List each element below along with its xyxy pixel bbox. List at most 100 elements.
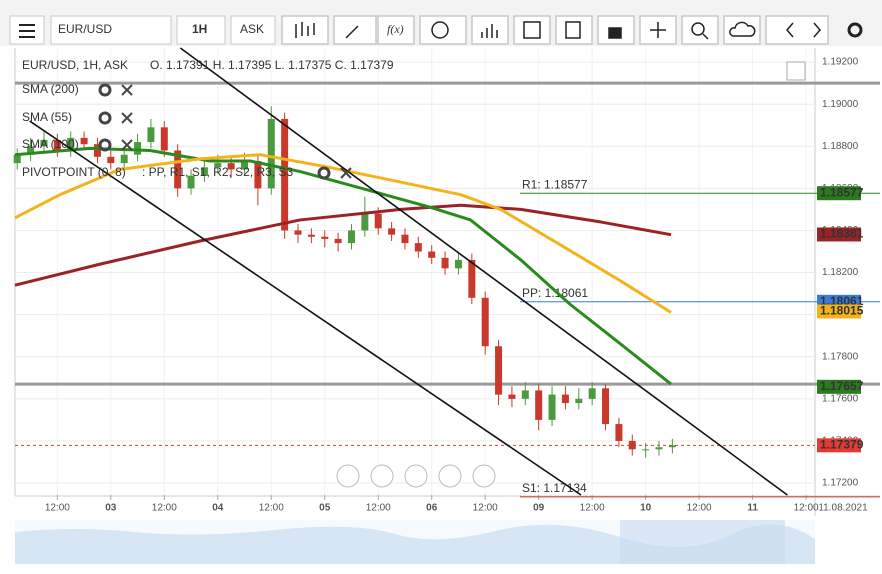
candle-body — [53, 139, 61, 151]
x-tick-label: 12:00 — [152, 503, 177, 514]
candle-body — [334, 238, 342, 244]
ohlc-readout: O. 1.17391 H. 1.17395 L. 1.17375 C. 1.17… — [150, 58, 394, 72]
fx-button-label: f(x) — [387, 22, 404, 36]
candle-body — [588, 388, 596, 399]
candle-body — [548, 394, 556, 420]
legend-close[interactable] — [121, 112, 133, 124]
price-tag-label: 1.18577 — [820, 185, 864, 199]
candle-body — [655, 447, 663, 450]
pivot-level-label: R1: 1.18577 — [522, 177, 588, 191]
legend-close — [340, 167, 352, 179]
menu-button[interactable] — [9, 15, 45, 45]
candle-body — [134, 142, 142, 155]
price-tag-label: 1.17657 — [820, 379, 864, 393]
candle-body — [388, 228, 396, 235]
date-label: 11.08.2021 — [818, 503, 868, 514]
x-tick-label: 03 — [105, 503, 117, 514]
nav-buttons[interactable] — [336, 464, 496, 488]
pivot-level-label: S1: 1.17134 — [522, 481, 587, 495]
side-button[interactable] — [230, 15, 276, 45]
price-tag — [817, 379, 861, 394]
candle-body — [147, 127, 155, 143]
sma-line — [14, 203, 672, 287]
x-tick-label: 11 — [747, 503, 758, 514]
price-tag — [817, 438, 861, 453]
y-tick-label: 1.18200 — [822, 267, 859, 278]
legend-settings — [317, 166, 331, 180]
legend-entry: : PP, R1, S1, R2, S2, R3, S3 — [142, 165, 294, 179]
candle-body — [241, 161, 249, 170]
y-tick-label: 1.17600 — [822, 393, 859, 404]
legend-settings[interactable] — [98, 138, 112, 152]
price-tag — [817, 227, 861, 242]
legend-entry: PIVOTPOINT (0, 8) — [22, 165, 126, 179]
legend-entry: SMA (55) — [22, 110, 72, 124]
sma-line — [14, 153, 672, 314]
candle-body — [254, 161, 262, 189]
candle-body — [307, 234, 315, 237]
chart-title: EUR/USD, 1H, ASK — [22, 58, 128, 72]
candle-body — [414, 243, 422, 252]
legend-close[interactable] — [121, 84, 133, 96]
candle-body — [602, 388, 610, 425]
candle-body — [561, 394, 569, 404]
candle-body — [27, 146, 35, 155]
symbol: EUR/USD — [58, 22, 112, 36]
candle-body — [642, 449, 650, 451]
price-tag-label: 1.18381 — [820, 227, 864, 241]
timeframe-button[interactable] — [176, 15, 226, 45]
candle-body — [428, 251, 436, 258]
candle-body — [227, 163, 235, 170]
x-tick-label: 12:00 — [687, 503, 712, 514]
side: ASK — [240, 22, 264, 36]
candle-body — [361, 213, 369, 231]
x-tick-label: 12:00 — [473, 503, 498, 514]
x-tick-label: 12:00 — [259, 503, 284, 514]
candle-body — [200, 167, 208, 176]
trend-line — [29, 120, 582, 496]
tool-buttons[interactable] — [281, 15, 863, 45]
candle-body — [267, 118, 275, 189]
x-tick-label: 12:00 — [580, 503, 605, 514]
x-tick-label: 10 — [640, 503, 652, 514]
candle-body — [454, 259, 462, 269]
candle-body — [294, 230, 302, 235]
pivot-level-label: PP: 1.18061 — [522, 286, 588, 300]
candle-body — [495, 346, 503, 395]
candle-body — [13, 154, 21, 164]
price-tag — [817, 304, 861, 319]
x-tick-label: 04 — [212, 503, 224, 514]
popout-button[interactable] — [786, 61, 806, 81]
candle-body — [187, 175, 195, 189]
candle-body — [401, 234, 409, 244]
x-tick-label: 05 — [319, 503, 331, 514]
candle-body — [374, 213, 382, 229]
symbol-box[interactable] — [50, 15, 172, 45]
candle-body — [481, 297, 489, 347]
x-tick-label: 06 — [426, 503, 438, 514]
candle-body — [67, 137, 75, 151]
candle-body — [508, 394, 516, 399]
x-tick-label: 12:00 — [366, 503, 391, 514]
timeframe: 1H — [192, 22, 207, 36]
candle-body — [174, 150, 182, 189]
candle-body — [441, 257, 449, 269]
candle-body — [120, 154, 128, 164]
candle-body — [93, 144, 101, 157]
candle-body — [535, 390, 543, 420]
legend-settings[interactable] — [98, 83, 112, 97]
navigator-window[interactable] — [620, 520, 785, 564]
legend-entry: SMA (200) — [22, 82, 79, 96]
candle-body — [107, 156, 115, 164]
navigator-area — [15, 524, 815, 564]
legend-close[interactable] — [121, 139, 133, 151]
price-tag — [817, 186, 861, 201]
candle-body — [321, 236, 329, 239]
y-tick-label: 1.19200 — [822, 57, 859, 68]
legend-settings[interactable] — [98, 111, 112, 125]
candle-body — [80, 137, 88, 145]
y-tick-label: 1.19000 — [822, 99, 859, 110]
candle-body — [628, 440, 636, 450]
candle-body — [214, 163, 222, 168]
price-tag-label: 1.18015 — [820, 304, 864, 318]
